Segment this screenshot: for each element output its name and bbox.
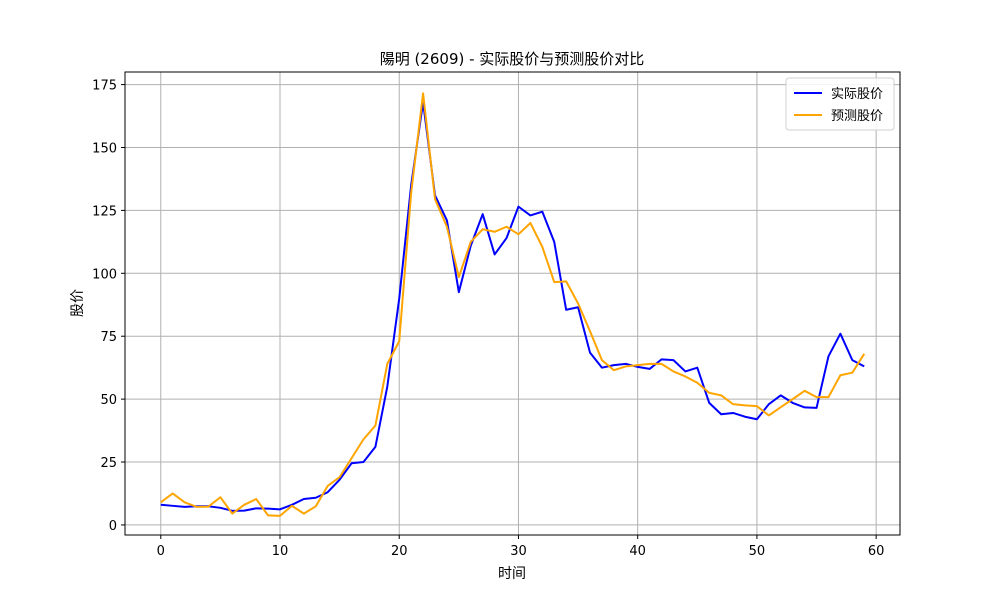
x-tick-label: 60	[868, 544, 885, 559]
y-tick-label: 100	[92, 267, 117, 282]
x-tick-label: 30	[510, 544, 527, 559]
x-tick-label: 20	[391, 544, 408, 559]
tick-layer: 0 10 20 30 40 50 60 0 25 50 75 100 125 150 175	[92, 79, 884, 559]
x-tick-label: 50	[749, 544, 766, 559]
x-tick-label: 0	[157, 544, 165, 559]
legend-label-1: 实际股价	[831, 87, 883, 102]
legend-box	[785, 77, 895, 131]
y-tick-label: 75	[100, 330, 117, 345]
series-layer	[160, 92, 866, 517]
series-line-1	[160, 101, 865, 512]
series-line-2	[160, 92, 866, 517]
legend-label-2: 预测股价	[831, 109, 883, 124]
y-tick-label: 125	[92, 204, 117, 219]
chart-title: 陽明 (2609) - 实际股价与预测股价对比	[380, 50, 645, 68]
y-tick-label: 50	[100, 393, 117, 408]
x-axis-label: 时间	[498, 566, 526, 582]
y-axis-label: 股价	[70, 289, 86, 317]
y-tick-label: 175	[92, 79, 117, 94]
y-tick-label: 25	[100, 456, 117, 471]
plot-frame	[124, 71, 901, 536]
x-tick-label: 40	[629, 544, 646, 559]
x-tick-label: 10	[272, 544, 289, 559]
y-tick-label: 150	[92, 141, 117, 156]
y-tick-label: 0	[109, 519, 117, 534]
grid-layer	[125, 72, 900, 535]
